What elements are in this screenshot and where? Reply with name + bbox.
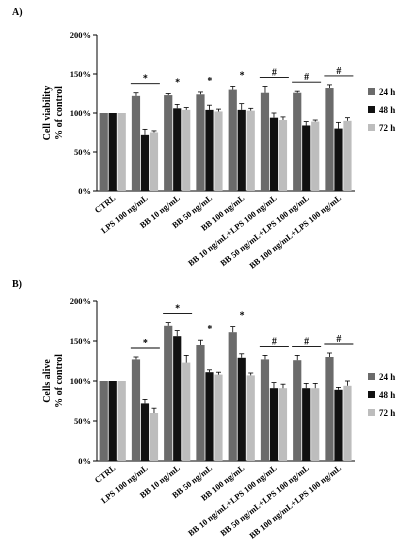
bar <box>131 95 141 191</box>
bar <box>164 95 173 191</box>
bar <box>278 120 288 191</box>
chart-panel-1: A) Cell viability% of control 0% 50% 100% 150… <box>12 7 395 271</box>
bar <box>343 120 352 191</box>
bar <box>149 413 159 461</box>
legend-label: 48 h <box>379 105 395 115</box>
bar <box>140 403 150 461</box>
bar <box>228 332 237 461</box>
bar <box>173 336 182 461</box>
significance-marker: * <box>143 74 148 85</box>
bar <box>205 372 214 461</box>
panel-label: A) <box>12 7 23 18</box>
bar <box>325 357 334 461</box>
significance-marker: * <box>175 304 180 315</box>
bar <box>343 385 352 461</box>
legend-swatch <box>368 88 375 95</box>
bar <box>228 89 237 191</box>
significance-marker: * <box>240 70 245 81</box>
bar <box>117 113 126 191</box>
legend-label: 72 h <box>379 123 395 133</box>
bar <box>269 388 279 461</box>
y-tick-label: 0% <box>78 456 91 466</box>
legend-swatch <box>368 409 375 416</box>
bar <box>334 128 343 191</box>
legend-label: 24 h <box>379 87 395 97</box>
significance-marker: * <box>207 76 212 87</box>
bar <box>108 381 117 461</box>
bar <box>140 134 150 191</box>
significance-marker: * <box>207 324 212 335</box>
bar <box>99 113 108 191</box>
y-tick-label: 150% <box>70 336 91 346</box>
bar <box>173 108 182 191</box>
legend-label: 72 h <box>379 408 395 418</box>
bar <box>149 132 159 191</box>
y-tick-label: 50% <box>74 416 91 426</box>
bar <box>237 357 246 461</box>
bar <box>214 111 223 191</box>
legend-swatch <box>368 106 375 113</box>
bar <box>311 388 320 461</box>
bar <box>260 92 270 191</box>
significance-marker: * <box>240 311 245 322</box>
bar <box>311 121 320 191</box>
bar <box>302 388 311 461</box>
significance-marker: # <box>336 334 341 345</box>
y-tick-label: 100% <box>70 108 91 118</box>
y-tick-label: 0% <box>78 186 91 196</box>
legend-label: 24 h <box>379 372 395 382</box>
y-tick-label: 150% <box>70 69 91 79</box>
bar <box>214 374 223 461</box>
bar <box>164 325 173 461</box>
category-label: CTRL <box>93 462 118 485</box>
chart-panel-2: B) Cells alive% of control 0% 50% 100% 150% 20… <box>12 279 395 541</box>
y-axis-label-line2: % of control <box>54 354 65 408</box>
significance-marker: # <box>304 336 309 347</box>
bar <box>246 375 255 461</box>
y-axis-label-line2: % of control <box>54 86 65 140</box>
y-tick-label: 200% <box>70 296 91 306</box>
significance-marker: # <box>272 336 277 347</box>
bar <box>246 110 255 191</box>
significance-marker: # <box>304 72 309 83</box>
bar <box>269 117 279 191</box>
bar <box>293 360 302 461</box>
bar <box>237 109 246 191</box>
bar <box>108 113 117 191</box>
bar <box>260 359 270 461</box>
bar <box>196 345 205 461</box>
legend-label: 48 h <box>379 390 395 400</box>
significance-marker: # <box>336 66 341 77</box>
bar <box>205 109 214 191</box>
y-tick-label: 200% <box>70 30 91 40</box>
legend-swatch <box>368 391 375 398</box>
significance-marker: # <box>272 67 277 78</box>
bar <box>325 88 334 191</box>
significance-marker: * <box>175 78 180 89</box>
bar <box>196 94 205 191</box>
y-tick-label: 50% <box>74 147 91 157</box>
bar <box>334 389 343 461</box>
bar <box>278 388 288 461</box>
legend-swatch <box>368 124 375 131</box>
bar <box>293 92 302 191</box>
category-label: CTRL <box>93 192 118 215</box>
legend-swatch <box>368 373 375 380</box>
bar <box>302 125 311 191</box>
y-axis-label-line1: Cell viability <box>42 86 53 141</box>
bar <box>182 362 191 461</box>
bar <box>117 381 126 461</box>
significance-marker: * <box>143 338 148 349</box>
y-axis-label-line1: Cells alive <box>42 359 53 403</box>
panel-label: B) <box>12 279 22 290</box>
bar <box>182 109 191 191</box>
bar <box>131 359 141 461</box>
y-tick-label: 100% <box>70 376 91 386</box>
bar <box>99 381 108 461</box>
